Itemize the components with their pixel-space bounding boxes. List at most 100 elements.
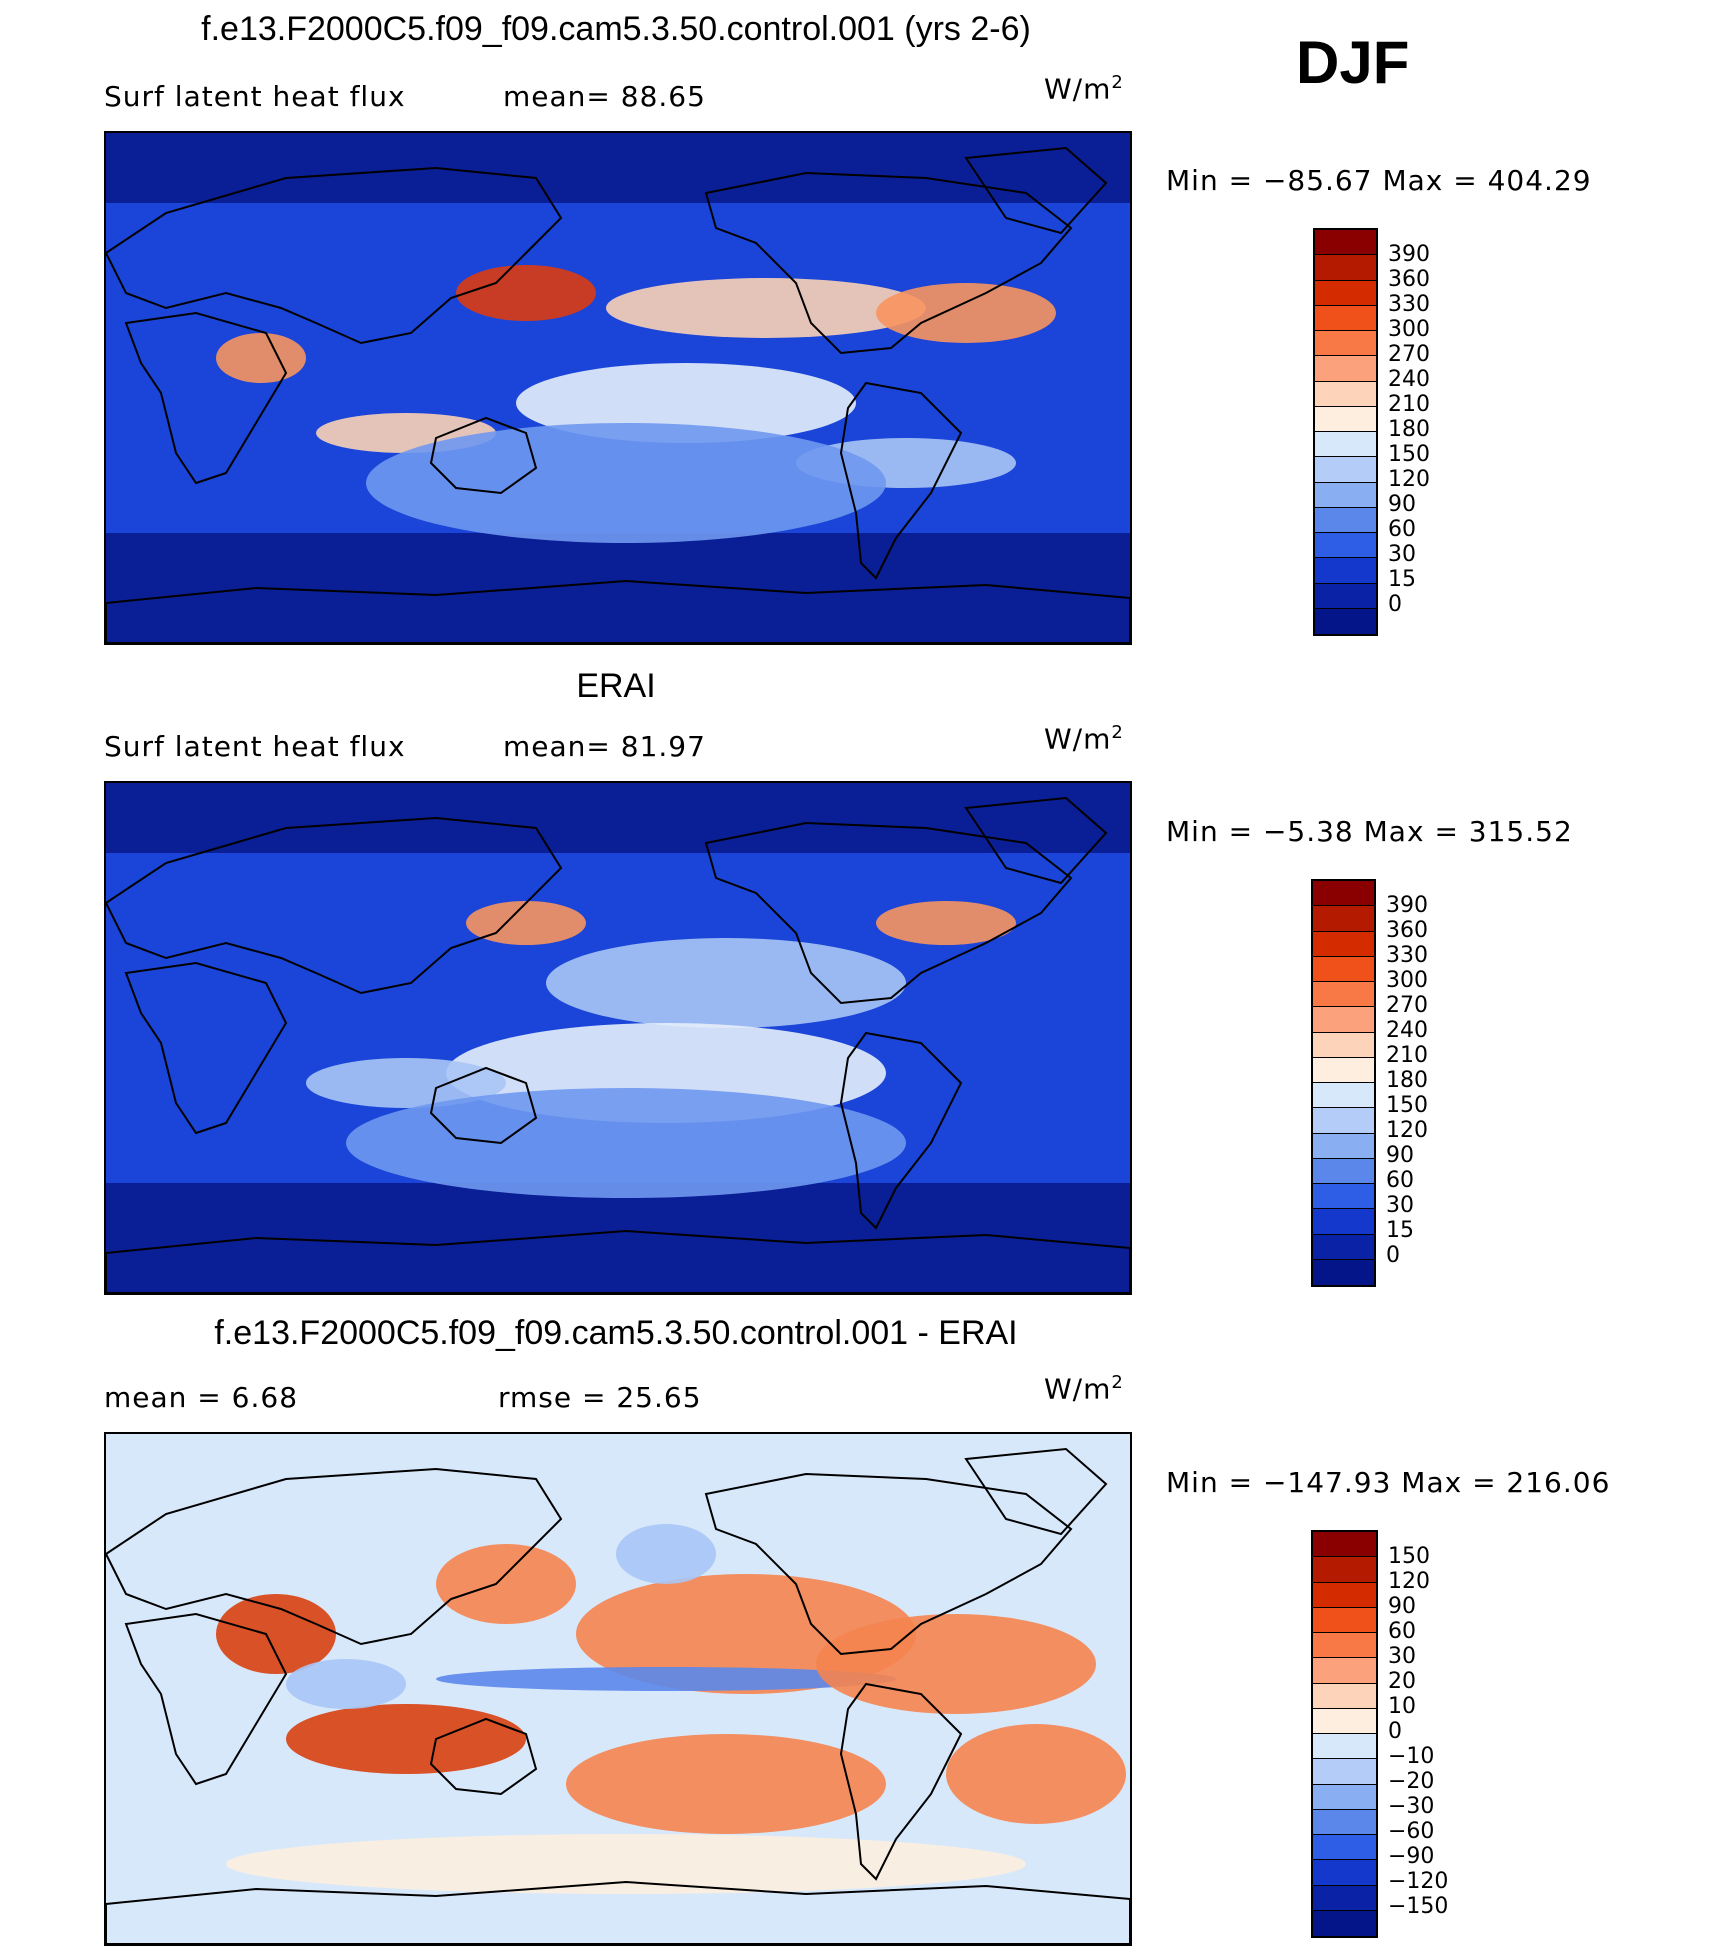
coastline bbox=[124, 961, 288, 1135]
colorbar-tick-label: 330 bbox=[1388, 292, 1430, 317]
colorbar-swatch bbox=[1315, 533, 1376, 559]
colorbar-swatch bbox=[1313, 1860, 1376, 1886]
coastline bbox=[106, 1229, 1130, 1293]
colorbar-tick-label: −20 bbox=[1388, 1769, 1435, 1794]
panel1-colorbar-ticks: 390 360 330 300 270 240 210 180 150 120 90 60 30 15 0 bbox=[1388, 242, 1430, 617]
season-label: DJF bbox=[1296, 29, 1410, 96]
colorbar-tick-label: 0 bbox=[1388, 592, 1402, 617]
colorbar-tick-label: 180 bbox=[1388, 417, 1430, 442]
field-contour-region bbox=[516, 363, 856, 443]
coastline bbox=[704, 821, 1073, 1005]
field-contour-region bbox=[466, 901, 586, 945]
colorbar-swatch bbox=[1313, 1607, 1376, 1633]
colorbar-swatch bbox=[1313, 1032, 1374, 1058]
colorbar-tick-label: 300 bbox=[1388, 317, 1430, 342]
panel2-colorbar-ticks: 390 360 330 300 270 240 210 180 150 120 90 60 30 15 0 bbox=[1386, 893, 1428, 1268]
colorbar-swatch bbox=[1315, 381, 1376, 407]
coastline bbox=[124, 1612, 288, 1786]
colorbar-tick-label: 240 bbox=[1388, 367, 1430, 392]
field-contour-region bbox=[286, 1659, 406, 1709]
panel1-mean-label: mean= 88.65 bbox=[503, 80, 706, 113]
map-field bbox=[106, 1434, 1130, 1944]
coastline bbox=[106, 166, 563, 345]
colorbar-tick-label: 390 bbox=[1386, 893, 1428, 918]
colorbar-tick-label: 90 bbox=[1388, 1594, 1416, 1619]
polar-band-north bbox=[106, 783, 1130, 853]
colorbar-swatch bbox=[1313, 1582, 1376, 1608]
field-contour-region bbox=[226, 1834, 1026, 1894]
colorbar-swatch bbox=[1313, 1557, 1376, 1583]
colorbar-swatch bbox=[1315, 255, 1376, 281]
field-contour-region bbox=[816, 1614, 1096, 1714]
colorbar-swatch bbox=[1315, 280, 1376, 306]
colorbar-tick-label: −60 bbox=[1388, 1819, 1435, 1844]
colorbar-tick-label: 270 bbox=[1388, 342, 1430, 367]
colorbar-tick-label: −150 bbox=[1388, 1894, 1449, 1919]
field-contour-region bbox=[216, 1594, 336, 1674]
coastline bbox=[124, 311, 288, 485]
panel1-units: W/m2 bbox=[1044, 72, 1124, 106]
colorbar-swatch bbox=[1313, 1809, 1376, 1835]
panel3-title: f.e13.F2000C5.f09_f09.cam5.3.50.control.… bbox=[214, 1314, 1018, 1352]
colorbar-tick-label: 60 bbox=[1386, 1168, 1414, 1193]
colorbar-swatch bbox=[1313, 1234, 1374, 1260]
colorbar-swatch bbox=[1313, 1532, 1376, 1558]
colorbar-swatch bbox=[1313, 1734, 1376, 1760]
coastline bbox=[429, 1717, 538, 1796]
colorbar-swatch bbox=[1313, 881, 1374, 907]
colorbar-tick-label: 180 bbox=[1386, 1068, 1428, 1093]
field-contour-region bbox=[366, 423, 886, 543]
colorbar-tick-label: 120 bbox=[1386, 1118, 1428, 1143]
panel3-map bbox=[104, 1432, 1132, 1946]
coastline bbox=[429, 416, 538, 495]
colorbar-tick-label: 120 bbox=[1388, 467, 1430, 492]
colorbar-swatch bbox=[1313, 1083, 1374, 1109]
colorbar-tick-label: −30 bbox=[1388, 1794, 1435, 1819]
coastline bbox=[839, 381, 963, 580]
colorbar-swatch bbox=[1313, 1759, 1376, 1785]
field-contour-region bbox=[946, 1724, 1126, 1824]
colorbar-swatch bbox=[1313, 1007, 1374, 1033]
panel2-units: W/m2 bbox=[1044, 722, 1124, 756]
colorbar-tick-label: 210 bbox=[1388, 392, 1430, 417]
colorbar-tick-label: 60 bbox=[1388, 517, 1416, 542]
colorbar-tick-label: 150 bbox=[1388, 442, 1430, 467]
colorbar-tick-label: 120 bbox=[1388, 1569, 1430, 1594]
panel1-colorbar bbox=[1313, 228, 1378, 636]
panel2-colorbar bbox=[1311, 879, 1376, 1287]
polar-band-north bbox=[106, 133, 1130, 203]
map-field bbox=[106, 133, 1130, 643]
colorbar-tick-label: −10 bbox=[1388, 1744, 1435, 1769]
field-contour-region bbox=[606, 278, 926, 338]
colorbar-swatch bbox=[1313, 1708, 1376, 1734]
colorbar-swatch bbox=[1313, 1910, 1376, 1936]
colorbar-swatch bbox=[1315, 482, 1376, 508]
panel2-mean-label: mean= 81.97 bbox=[503, 730, 706, 763]
panel3-mean-label: mean = 6.68 bbox=[104, 1381, 299, 1414]
colorbar-tick-label: 0 bbox=[1386, 1243, 1400, 1268]
colorbar-swatch bbox=[1315, 507, 1376, 533]
colorbar-swatch bbox=[1313, 1683, 1376, 1709]
coastline bbox=[106, 579, 1130, 643]
colorbar-tick-label: 15 bbox=[1386, 1218, 1414, 1243]
panel3-minmax: Min = −147.93 Max = 216.06 bbox=[1166, 1466, 1611, 1499]
panel3-rmse-label: rmse = 25.65 bbox=[498, 1381, 702, 1414]
field-contour-region bbox=[876, 901, 1016, 945]
field-contour-region bbox=[456, 265, 596, 321]
panel2-map bbox=[104, 781, 1132, 1295]
coastline bbox=[964, 146, 1108, 235]
colorbar-tick-label: 330 bbox=[1386, 943, 1428, 968]
colorbar-swatch bbox=[1315, 305, 1376, 331]
coastline bbox=[839, 1682, 963, 1881]
coastline bbox=[106, 1467, 563, 1646]
colorbar-swatch bbox=[1313, 956, 1374, 982]
coastline bbox=[839, 1031, 963, 1230]
colorbar-swatch bbox=[1315, 558, 1376, 584]
panel1-title: f.e13.F2000C5.f09_f09.cam5.3.50.control.… bbox=[201, 10, 1031, 48]
field-contour-region bbox=[566, 1734, 886, 1834]
colorbar-tick-label: 390 bbox=[1388, 242, 1430, 267]
colorbar-swatch bbox=[1313, 1158, 1374, 1184]
coastline bbox=[964, 1447, 1108, 1536]
colorbar-swatch bbox=[1313, 1835, 1376, 1861]
field-contour-region bbox=[306, 1058, 506, 1108]
